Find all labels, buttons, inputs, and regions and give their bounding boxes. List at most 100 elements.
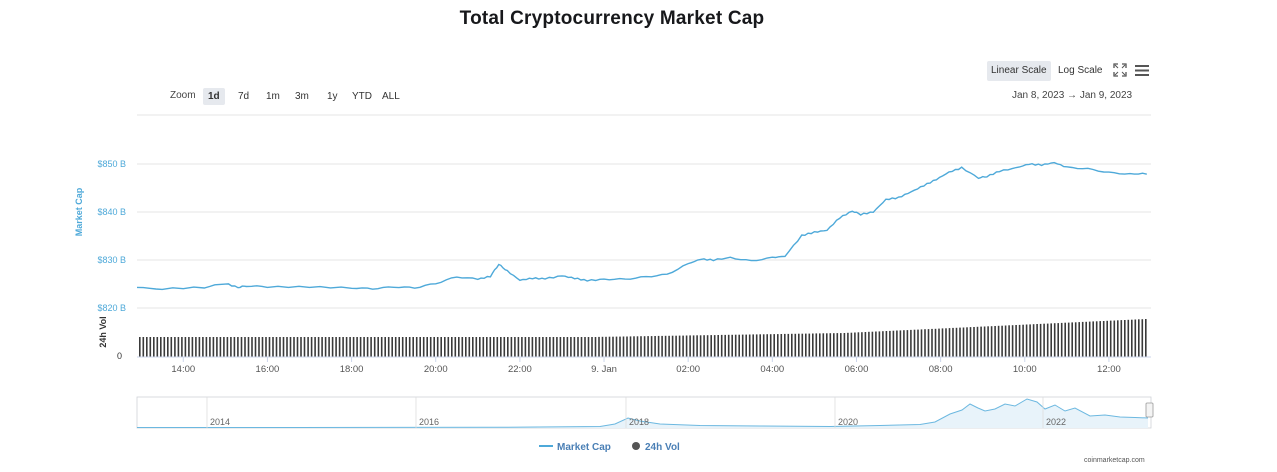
volume-bar	[773, 334, 775, 357]
volume-bar	[619, 336, 621, 357]
volume-bar	[1053, 323, 1056, 357]
volume-bar	[934, 328, 937, 357]
volume-bar	[202, 337, 204, 357]
zoom-7d-button[interactable]: 7d	[238, 91, 250, 102]
y-tick-label: $820 B	[97, 303, 126, 313]
volume-bar	[1095, 321, 1098, 357]
volume-bar	[426, 337, 428, 357]
volume-bar	[296, 337, 299, 357]
zoom-1d-button[interactable]: 1d	[203, 88, 225, 105]
volume-bar	[699, 335, 702, 357]
volume-bar	[896, 330, 898, 357]
date-range[interactable]: Jan 8, 2023 → Jan 9, 2023	[1012, 90, 1132, 101]
chart-title: Total Cryptocurrency Market Cap	[459, 8, 765, 29]
volume-bar	[503, 337, 506, 357]
volume-bar	[689, 335, 691, 357]
volume-bar	[1067, 322, 1070, 357]
volume-bar	[205, 337, 208, 357]
volume-bar	[868, 331, 870, 357]
volume-bar	[850, 332, 853, 357]
volume-bar	[563, 337, 565, 357]
volume-bar	[163, 337, 166, 357]
volume-bar	[566, 337, 569, 357]
volume-bar	[724, 334, 726, 357]
x-tick-label: 22:00	[508, 364, 532, 375]
volume-bar	[279, 337, 281, 357]
volume-bar	[678, 335, 681, 357]
volume-bar	[1036, 324, 1038, 357]
date-from[interactable]: Jan 8, 2023	[1012, 90, 1065, 101]
volume-bar	[1145, 319, 1147, 357]
date-separator: →	[1067, 90, 1078, 101]
zoom-1m-button[interactable]: 1m	[266, 91, 280, 102]
volume-bar	[945, 328, 947, 357]
volume-bar	[401, 337, 404, 357]
volume-bar	[598, 336, 600, 357]
volume-bar	[976, 326, 979, 357]
volume-bar	[556, 337, 558, 357]
volume-bar	[892, 330, 895, 357]
linear-scale-button[interactable]: Linear Scale	[987, 61, 1051, 81]
volume-bar	[819, 333, 821, 357]
volume-bar	[654, 336, 656, 357]
volume-bar	[156, 337, 159, 357]
volume-bar	[913, 329, 916, 357]
fullscreen-icon[interactable]	[1113, 63, 1127, 77]
volume-bar	[268, 337, 271, 357]
volume-bar	[377, 337, 379, 357]
volume-bar	[748, 334, 751, 357]
volume-bar	[980, 326, 982, 357]
log-scale-button[interactable]: Log Scale	[1058, 65, 1103, 76]
volume-bar	[584, 337, 586, 357]
volume-bar	[380, 337, 383, 357]
volume-bar	[997, 325, 1000, 357]
volume-bar	[643, 336, 646, 357]
volume-bar	[472, 337, 474, 357]
navigator[interactable]: 2014 2016 2018 2020 2022	[136, 396, 1154, 429]
volume-bar	[307, 337, 309, 357]
zoom-ytd-button[interactable]: YTD	[352, 91, 372, 102]
menu-icon[interactable]	[1134, 64, 1150, 77]
volume-bar	[1092, 321, 1094, 357]
volume-bar	[955, 327, 958, 357]
volume-bar	[661, 335, 663, 357]
y2-axis-title: 24h Vol	[98, 316, 108, 347]
navigator-handle[interactable]	[1145, 402, 1154, 418]
volume-bar	[1124, 320, 1126, 357]
legend-item-market-cap[interactable]: Market Cap	[539, 442, 611, 453]
volume-bar	[710, 335, 712, 357]
volume-bar	[755, 334, 758, 357]
volume-bar	[244, 337, 246, 357]
volume-bar	[254, 337, 257, 357]
zoom-3m-button[interactable]: 3m	[295, 91, 309, 102]
volume-bar	[552, 337, 555, 357]
volume-bar	[370, 337, 372, 357]
volume-bar	[668, 335, 670, 357]
volume-bar	[577, 337, 579, 357]
volume-bar	[745, 334, 747, 357]
volume-bar	[878, 331, 881, 357]
volume-bar	[573, 337, 576, 357]
x-tick-label: 12:00	[1097, 364, 1121, 375]
x-tick-label: 18:00	[340, 364, 364, 375]
volume-bar	[696, 335, 698, 357]
x-tick-label: 06:00	[845, 364, 869, 375]
zoom-all-button[interactable]: ALL	[382, 91, 400, 102]
volume-bar	[1120, 320, 1123, 357]
volume-bar	[328, 337, 330, 357]
volume-bar	[1102, 321, 1105, 357]
navigator-year-label: 2016	[419, 417, 439, 427]
y-tick-label: $840 B	[97, 207, 126, 217]
date-to[interactable]: Jan 9, 2023	[1079, 90, 1133, 101]
volume-bars	[139, 319, 1147, 357]
zoom-1y-button[interactable]: 1y	[327, 91, 338, 102]
legend-item-24h-vol[interactable]: 24h Vol	[632, 442, 680, 453]
volume-bar	[752, 334, 754, 357]
volume-bar	[300, 337, 302, 357]
volume-bar	[871, 331, 874, 357]
volume-bar	[149, 337, 152, 357]
volume-bar	[535, 337, 537, 357]
volume-bar	[766, 334, 768, 357]
volume-bar	[510, 337, 513, 357]
volume-bar	[146, 337, 148, 357]
